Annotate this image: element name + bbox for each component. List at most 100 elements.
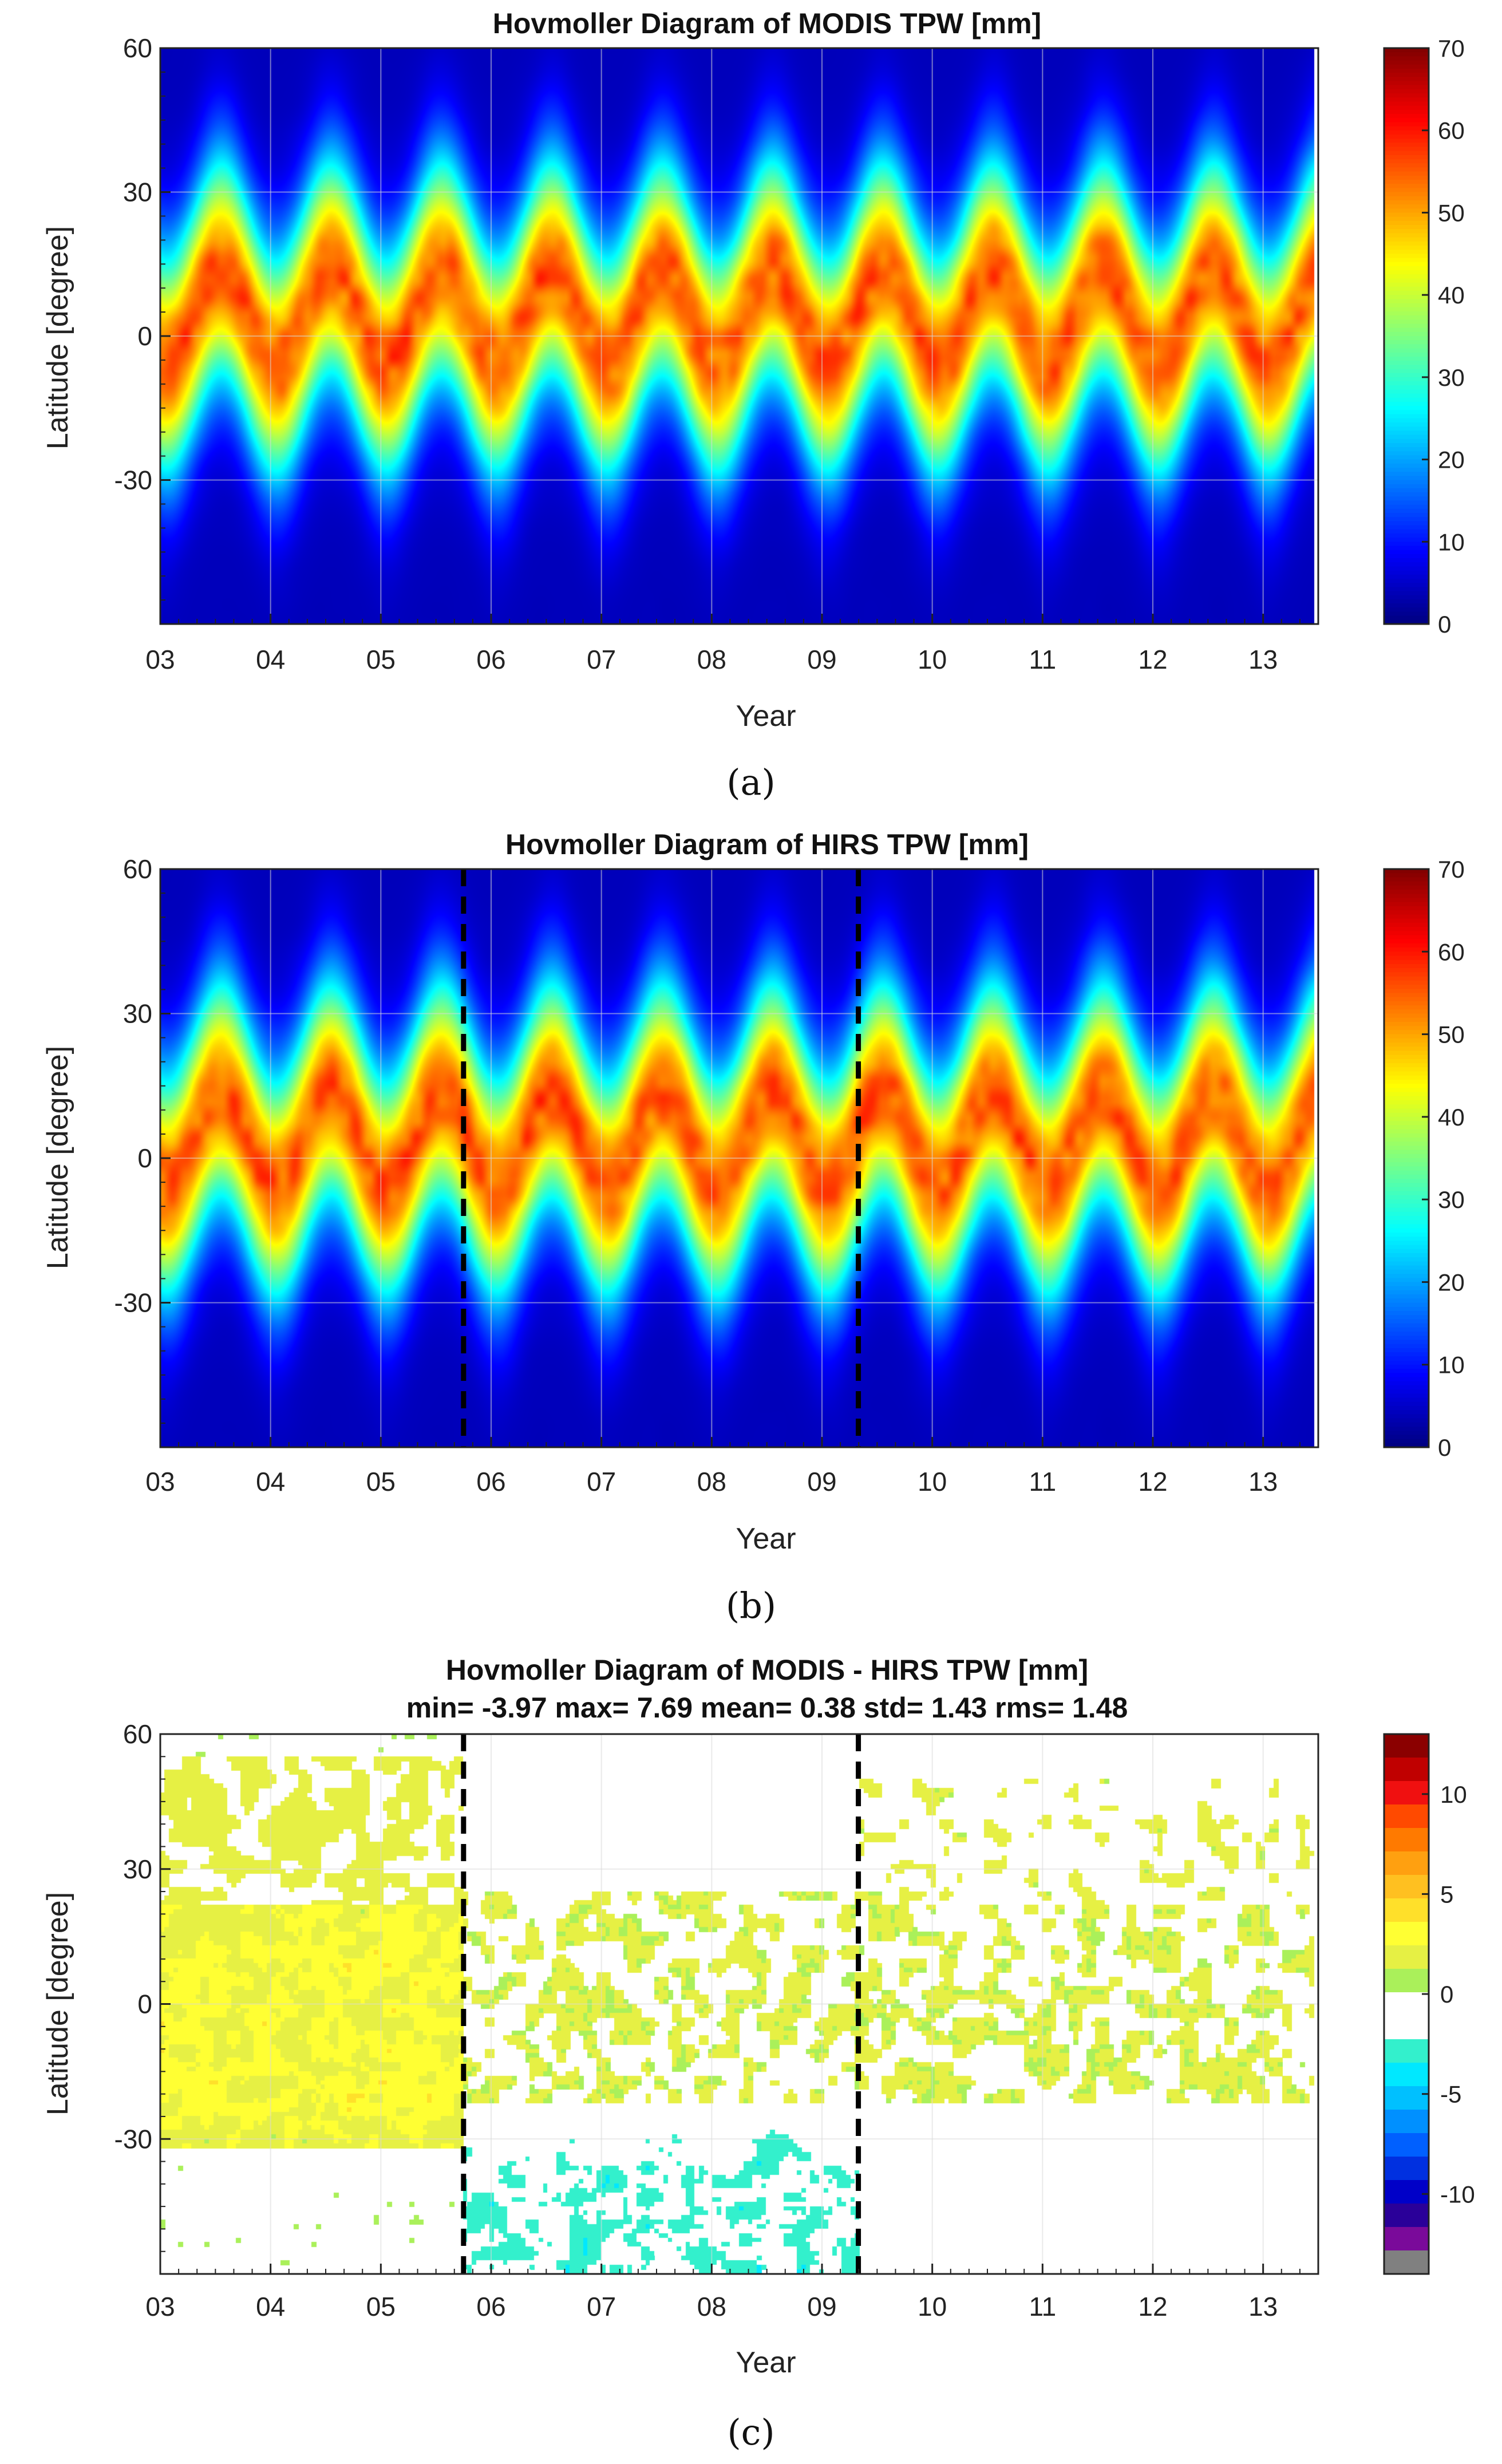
colorbar-swatch <box>1384 229 1429 234</box>
y-tick-label: 60 <box>123 33 152 63</box>
x-tick-label: 07 <box>587 1467 616 1496</box>
colorbar-swatch <box>1384 1001 1429 1006</box>
colorbar-swatch <box>1384 282 1429 287</box>
colorbar-swatch <box>1384 504 1429 510</box>
colorbar-swatch <box>1384 583 1429 588</box>
y-tick-label: 0 <box>137 321 152 351</box>
colorbar-swatch <box>1384 607 1429 613</box>
colorbar-swatch <box>1384 1100 1429 1105</box>
colorbar-swatch <box>1384 574 1429 579</box>
colorbar-tick-label: 10 <box>1440 1781 1467 1808</box>
x-tick-label: 11 <box>1029 645 1056 674</box>
colorbar-swatch <box>1384 914 1429 919</box>
colorbar-swatch <box>1384 1348 1429 1353</box>
colorbar-swatch <box>1384 1439 1429 1444</box>
colorbar-swatch <box>1384 109 1429 114</box>
colorbar-swatch <box>1384 1187 1429 1192</box>
panel-a-xlabel: Year <box>736 700 796 733</box>
colorbar-swatch <box>1384 964 1429 969</box>
colorbar-swatch <box>1384 1183 1429 1188</box>
x-tick-label: 12 <box>1138 1467 1167 1496</box>
colorbar-swatch <box>1384 570 1429 575</box>
colorbar-swatch <box>1384 266 1429 271</box>
colorbar-swatch <box>1384 959 1429 965</box>
colorbar-swatch <box>1384 558 1429 563</box>
x-tick-label: 03 <box>145 645 175 674</box>
colorbar-swatch <box>1384 295 1429 300</box>
colorbar-swatch <box>1384 476 1429 481</box>
colorbar-swatch <box>1384 167 1429 172</box>
colorbar-swatch <box>1384 1026 1429 1031</box>
colorbar-swatch <box>1384 935 1429 940</box>
colorbar-swatch <box>1384 171 1429 176</box>
colorbar-tick-label: 20 <box>1438 1269 1465 1296</box>
colorbar-swatch <box>1384 85 1429 90</box>
colorbar-frame <box>1383 47 1430 625</box>
colorbar-swatch <box>1384 976 1429 981</box>
colorbar-swatch <box>1384 1038 1429 1043</box>
colorbar-swatch <box>1384 1121 1429 1126</box>
colorbar-swatch <box>1384 512 1429 518</box>
colorbar-swatch <box>1384 1228 1429 1233</box>
colorbar-tick-label: 70 <box>1438 35 1465 62</box>
colorbar-swatch <box>1384 1310 1429 1316</box>
colorbar-swatch <box>1384 122 1429 127</box>
colorbar-swatch <box>1384 1079 1429 1085</box>
colorbar-swatch <box>1384 529 1429 534</box>
panel-c-subtitle: min= -3.97 max= 7.69 mean= 0.38 std= 1.4… <box>406 1692 1128 1724</box>
colorbar-swatch <box>1384 270 1429 275</box>
colorbar-swatch <box>1384 2110 1429 2134</box>
colorbar-swatch <box>1384 1875 1429 1899</box>
colorbar-tick-label: 50 <box>1438 199 1465 226</box>
colorbar-swatch <box>1384 1005 1429 1010</box>
y-tick-label: 60 <box>123 854 152 884</box>
colorbar-swatch <box>1384 1381 1429 1386</box>
colorbar-swatch <box>1384 472 1429 477</box>
colorbar-swatch <box>1384 1758 1429 1782</box>
colorbar-swatch <box>1384 139 1429 144</box>
colorbar-swatch <box>1384 947 1429 953</box>
colorbar-swatch <box>1384 1174 1429 1180</box>
colorbar-swatch <box>1384 208 1429 214</box>
colorbar-swatch <box>1384 951 1429 957</box>
x-tick-label: 12 <box>1138 645 1167 674</box>
colorbar-swatch <box>1384 1059 1429 1064</box>
x-tick-label: 09 <box>807 1467 836 1496</box>
colorbar-swatch <box>1384 216 1429 222</box>
colorbar-swatch <box>1384 1898 1429 1922</box>
colorbar-swatch <box>1384 303 1429 308</box>
colorbar-swatch <box>1384 1323 1429 1328</box>
x-tick-label: 09 <box>807 2292 836 2321</box>
colorbar-swatch <box>1384 922 1429 927</box>
colorbar-swatch <box>1384 484 1429 489</box>
colorbar-tick-label: 40 <box>1438 1104 1465 1131</box>
colorbar-swatch <box>1384 237 1429 242</box>
colorbar-swatch <box>1384 101 1429 106</box>
panel-b-ticks: 60 30 0 -30 03 04 05 06 07 08 09 10 11 12 13 <box>114 854 1301 1496</box>
colorbar-swatch <box>1384 52 1429 57</box>
colorbar-swatch <box>1384 1368 1429 1374</box>
colorbar-swatch <box>1384 389 1429 394</box>
colorbar-swatch <box>1384 192 1429 197</box>
colorbar-swatch <box>1384 1237 1429 1242</box>
colorbar-swatch <box>1384 97 1429 102</box>
colorbar-swatch <box>1384 81 1429 86</box>
colorbar-swatch <box>1384 873 1429 878</box>
x-tick-label: 03 <box>145 1467 175 1496</box>
colorbar-swatch <box>1384 105 1429 110</box>
colorbar-swatch <box>1384 1203 1429 1209</box>
panel-b-caption: (b) <box>726 1585 776 1626</box>
colorbar-swatch <box>1384 619 1429 625</box>
colorbar-swatch <box>1384 2227 1429 2251</box>
colorbar-swatch <box>1384 1431 1429 1436</box>
colorbar-swatch <box>1384 591 1429 596</box>
colorbar-swatch <box>1384 410 1429 415</box>
colorbar-swatch <box>1384 1142 1429 1147</box>
colorbar-swatch <box>1384 927 1429 932</box>
colorbar-swatch <box>1384 517 1429 522</box>
panel-b-title: Hovmoller Diagram of HIRS TPW [mm] <box>505 828 1029 860</box>
colorbar-swatch <box>1384 546 1429 551</box>
panel-b-colorbar: 0 10 20 30 40 50 60 70 <box>1383 856 1465 1461</box>
colorbar-swatch <box>1384 377 1429 382</box>
colorbar-swatch <box>1384 307 1429 312</box>
